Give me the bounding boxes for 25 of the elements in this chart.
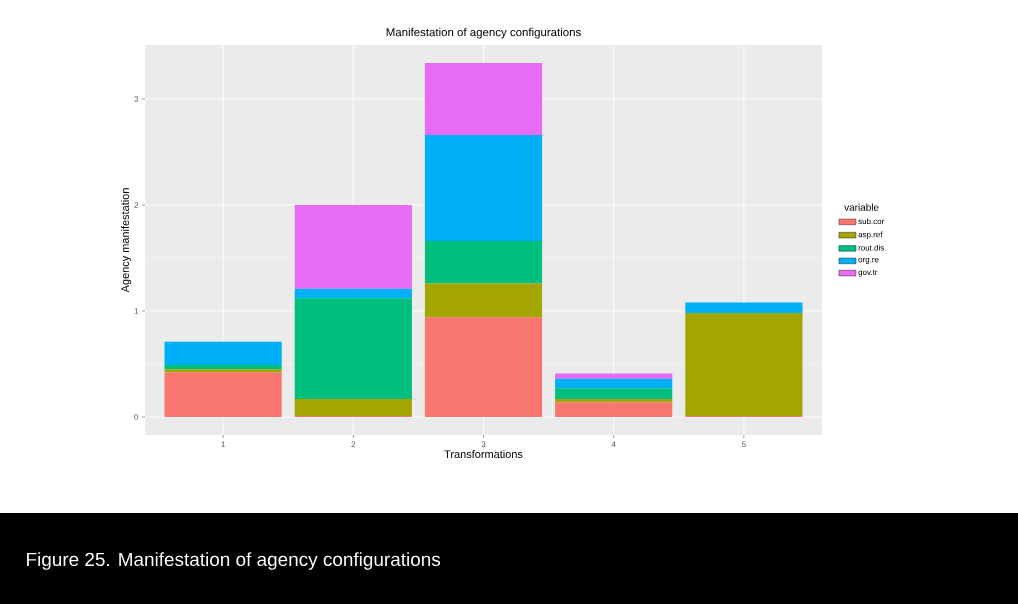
y-axis-title: Agency manifestation [121, 188, 132, 293]
bar [164, 341, 282, 366]
bar [555, 378, 673, 389]
bar [164, 369, 282, 373]
bar [555, 373, 673, 379]
bar [685, 313, 803, 416]
bar [685, 302, 803, 314]
bar [424, 241, 543, 284]
legend-title: variable [844, 203, 879, 211]
bar [294, 398, 412, 416]
bar [424, 317, 543, 417]
bar [294, 288, 412, 299]
bar [164, 365, 282, 370]
caption: Figure 25. Manifestation of agency configurations [27, 552, 441, 570]
bar [555, 388, 673, 399]
bar [424, 135, 543, 242]
chart-title: Manifestation of agency configurations [386, 27, 581, 39]
bar [424, 283, 543, 318]
bar [424, 63, 543, 136]
bar [164, 372, 282, 417]
x-axis-title: Transformations [444, 450, 523, 459]
bar [555, 402, 673, 417]
bar [294, 298, 412, 399]
bar [294, 205, 412, 289]
bar [555, 398, 673, 403]
